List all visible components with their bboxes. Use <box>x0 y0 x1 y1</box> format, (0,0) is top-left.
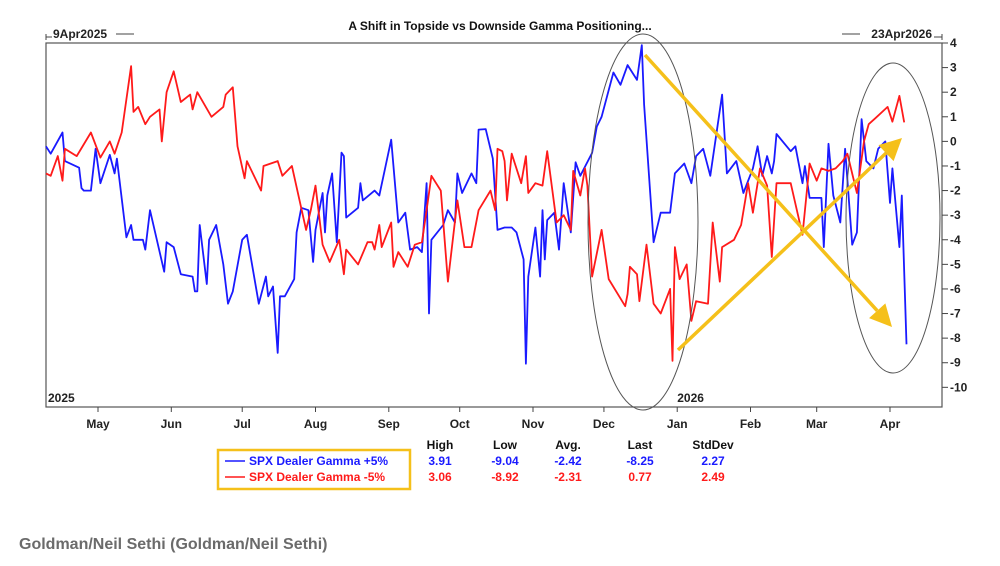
y-tick-label: -2 <box>950 184 961 198</box>
x-tick-label: Jun <box>161 417 182 431</box>
stat-header: Low <box>493 438 518 452</box>
x-tick-label: Jul <box>234 417 251 431</box>
y-tick-label: -8 <box>950 331 961 345</box>
arrow-shaft <box>643 53 879 312</box>
arrow-head-icon <box>878 138 902 162</box>
legend-highlight-box <box>216 448 412 491</box>
x-tick-label: Jan <box>667 417 688 431</box>
y-tick-label: 0 <box>950 134 957 148</box>
end-date-label: 23Apr2026 <box>871 27 932 41</box>
stat-header: High <box>427 438 454 452</box>
x-tick-label: Oct <box>450 417 470 431</box>
x-tick-label: Apr <box>880 417 901 431</box>
year-label: 2026 <box>677 391 704 405</box>
y-tick-label: 4 <box>950 36 957 50</box>
stat-value: -8.92 <box>491 470 519 484</box>
stat-header: Avg. <box>555 438 581 452</box>
down-arrow <box>643 53 892 327</box>
y-tick-label: -6 <box>950 282 961 296</box>
legend: High Low Avg. Last StdDev SPX Dealer Gamma +5… <box>216 438 734 491</box>
x-tick-label: Sep <box>378 417 400 431</box>
stat-value: -2.31 <box>554 470 582 484</box>
end-date-marker: 23Apr2026 <box>842 27 943 41</box>
highlight-ellipse-december <box>587 33 699 411</box>
start-date-label: 9Apr2025 <box>53 27 107 41</box>
y-tick-label: -4 <box>950 233 961 247</box>
y-tick-label: -5 <box>950 257 961 271</box>
y-tick-label: -1 <box>950 159 961 173</box>
stat-value: 3.06 <box>428 470 452 484</box>
up-arrow <box>676 138 902 352</box>
year-label: 2025 <box>48 391 75 405</box>
arrow-shaft <box>676 151 888 352</box>
start-date-marker: 9Apr2025 <box>45 27 134 41</box>
x-tick-label: Mar <box>806 417 828 431</box>
series-line-plus5 <box>45 44 908 365</box>
legend-label: SPX Dealer Gamma +5% <box>249 454 388 468</box>
series-line-minus5 <box>45 65 906 362</box>
stat-header: Last <box>628 438 653 452</box>
annotations <box>587 33 941 411</box>
x-tick-label: Feb <box>740 417 761 431</box>
plot-frame <box>45 42 943 408</box>
y-tick-label: -10 <box>950 380 968 394</box>
y-tick-label: -7 <box>950 307 961 321</box>
x-tick-label: May <box>86 417 110 431</box>
arrow-head-icon <box>869 303 892 327</box>
x-tick-label: Dec <box>593 417 615 431</box>
stat-value: -2.42 <box>554 454 582 468</box>
y-tick-label: -9 <box>950 356 961 370</box>
stat-value: 2.27 <box>701 454 725 468</box>
legend-label: SPX Dealer Gamma -5% <box>249 470 385 484</box>
stat-value: -9.04 <box>491 454 519 468</box>
x-tick-label: Aug <box>304 417 327 431</box>
stat-value: 2.49 <box>701 470 725 484</box>
stat-value: -8.25 <box>626 454 654 468</box>
stat-value: 3.91 <box>428 454 452 468</box>
y-tick-label: 1 <box>950 110 957 124</box>
x-tick-label: Nov <box>522 417 545 431</box>
stat-header: StdDev <box>692 438 734 452</box>
chart-title: A Shift in Topside vs Downside Gamma Pos… <box>348 19 651 33</box>
y-tick-label: 3 <box>950 61 957 75</box>
highlight-ellipse-april <box>845 62 941 374</box>
y-tick-label: -3 <box>950 208 961 222</box>
y-tick-label: 2 <box>950 85 957 99</box>
source-caption: Goldman/Neil Sethi (Goldman/Neil Sethi) <box>19 536 328 553</box>
stat-value: 0.77 <box>628 470 652 484</box>
